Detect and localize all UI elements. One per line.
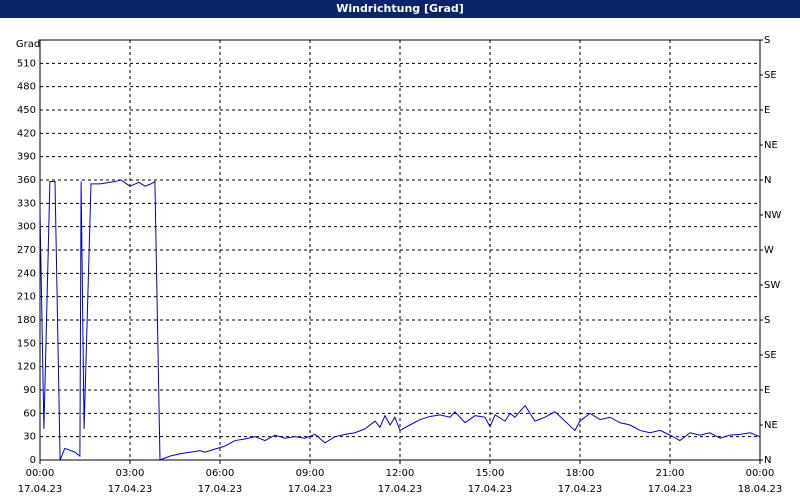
y-tick-label: 330: [17, 198, 36, 209]
y2-tick-label: NE: [764, 420, 778, 431]
y2-tick-label: N: [764, 455, 771, 466]
y2-tick-label: SE: [764, 70, 777, 81]
x-tick-label: 21:00: [656, 468, 685, 479]
y2-tick-label: E: [764, 385, 770, 396]
title-bar: [0, 0, 800, 18]
y2-tick-label: E: [764, 105, 770, 116]
y-tick-label: 450: [17, 105, 36, 116]
x-tick-label: 18:00: [566, 468, 595, 479]
chart-title: Windrichtung [Grad]: [336, 2, 464, 15]
y-tick-label: 180: [17, 315, 36, 326]
x-tick-date: 17.04.23: [468, 484, 513, 495]
x-tick-label: 06:00: [206, 468, 235, 479]
y2-tick-label: SE: [764, 350, 777, 361]
x-tick-date: 18.04.23: [738, 484, 783, 495]
y-tick-label: 150: [17, 338, 36, 349]
y-tick-label: 300: [17, 222, 36, 233]
y-tick-label: 420: [17, 128, 36, 139]
x-tick-label: 00:00: [26, 468, 55, 479]
x-tick-label: 00:00: [746, 468, 775, 479]
y-tick-label: 30: [23, 432, 36, 443]
y-axis-label: Grad: [16, 39, 40, 50]
data-line: [39, 179, 761, 461]
x-tick-label: 15:00: [476, 468, 505, 479]
y-tick-label: 90: [23, 385, 36, 396]
x-tick-label: 09:00: [296, 468, 325, 479]
y-tick-label: 60: [23, 408, 36, 419]
y-tick-label: 210: [17, 292, 36, 303]
y2-tick-label: S: [764, 35, 770, 46]
x-tick-date: 17.04.23: [378, 484, 423, 495]
y-tick-label: 510: [17, 58, 36, 69]
y2-tick-label: S: [764, 315, 770, 326]
y2-tick-label: W: [764, 245, 774, 256]
y-tick-label: 270: [17, 245, 36, 256]
x-tick-label: 03:00: [116, 468, 145, 479]
x-tick-date: 17.04.23: [288, 484, 333, 495]
y-tick-label: 0: [30, 455, 36, 466]
x-tick-date: 17.04.23: [648, 484, 693, 495]
x-tick-date: 17.04.23: [108, 484, 153, 495]
x-tick-date: 17.04.23: [558, 484, 603, 495]
y-tick-label: 240: [17, 268, 36, 279]
x-tick-date: 17.04.23: [18, 484, 63, 495]
y2-tick-label: NE: [764, 140, 778, 151]
y2-tick-label: NW: [764, 210, 781, 221]
x-tick-date: 17.04.23: [198, 484, 243, 495]
x-tick-label: 12:00: [386, 468, 415, 479]
y2-tick-label: SW: [764, 280, 780, 291]
y-tick-label: 120: [17, 362, 36, 373]
y-tick-label: 480: [17, 82, 36, 93]
y2-tick-label: N: [764, 175, 771, 186]
y-tick-label: 360: [17, 175, 36, 186]
y-tick-label: 390: [17, 152, 36, 163]
